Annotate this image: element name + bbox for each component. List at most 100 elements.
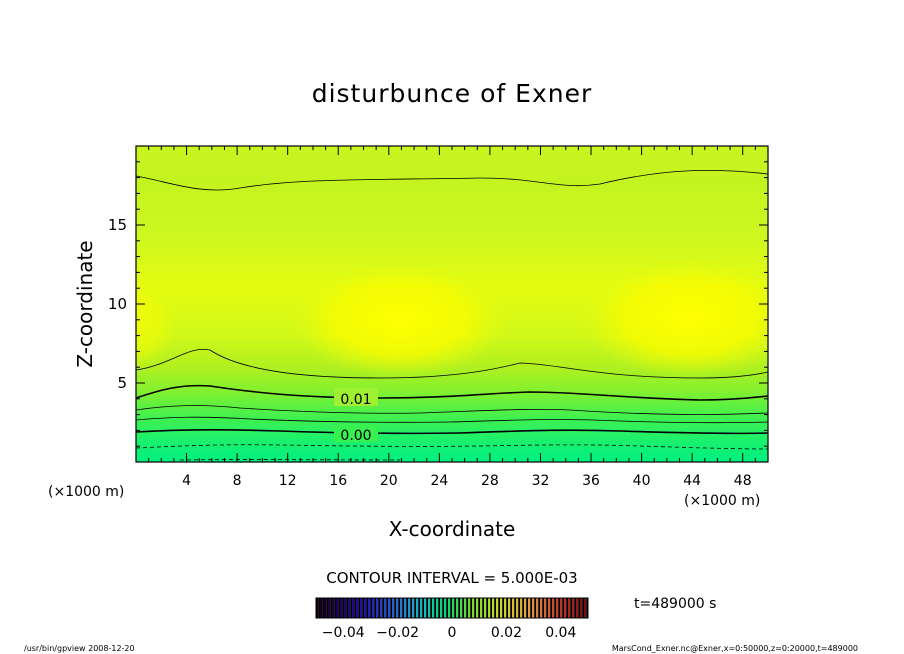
field-maximum-right: [580, 258, 768, 378]
contour-line-upper: [136, 169, 768, 191]
y-axis-label: Z-coordinate: [73, 240, 97, 367]
colorbar-segment: [348, 598, 351, 618]
colorbar-segment: [556, 598, 559, 618]
colorbar-segment: [584, 598, 587, 618]
colorbar-segment: [416, 598, 419, 618]
colorbar-gap: [418, 598, 420, 618]
colorbar-tick-label: 0: [448, 625, 457, 641]
colorbar-segment: [332, 598, 335, 618]
colorbar-gap: [458, 598, 460, 618]
colorbar-gap: [542, 598, 544, 618]
colorbar-segment: [432, 598, 435, 618]
contour-label-bg-1: [334, 388, 378, 406]
colorbar-gap: [322, 598, 324, 618]
colorbar-gap: [554, 598, 556, 618]
colorbar-gap: [574, 598, 576, 618]
colorbar-segment: [388, 598, 391, 618]
colorbar-gap: [434, 598, 436, 618]
colorbar-gap: [406, 598, 408, 618]
colorbar-segment: [576, 598, 579, 618]
field-maximum-left: [290, 262, 510, 378]
colorbar-segment: [316, 598, 319, 618]
colorbar-gap: [442, 598, 444, 618]
colorbar-gap: [430, 598, 432, 618]
colorbar-segment: [352, 598, 355, 618]
contour-line-0.01: [136, 405, 768, 415]
colorbar-segment: [508, 598, 511, 618]
colorbar-gap: [370, 598, 372, 618]
colorbar-gap: [526, 598, 528, 618]
colorbar-segment: [560, 598, 563, 618]
colorbar-gap: [446, 598, 448, 618]
y-tick-label: 5: [117, 374, 127, 392]
colorbar-segment: [372, 598, 375, 618]
colorbar-gap: [558, 598, 560, 618]
chart-title: disturbunce of Exner: [312, 79, 593, 108]
colorbar-gap: [386, 598, 388, 618]
colorbar-segment: [396, 598, 399, 618]
colorbar-gap: [506, 598, 508, 618]
footer-right: MarsCond_Exner.nc@Exner,x=0:50000,z=0:20…: [612, 644, 858, 653]
colorbar-segment: [512, 598, 515, 618]
colorbar-gap: [518, 598, 520, 618]
colorbar-gap: [422, 598, 424, 618]
colorbar-gap: [582, 598, 584, 618]
x-tick-label: 32: [532, 473, 550, 489]
colorbar-segment: [496, 598, 499, 618]
colorbar-gap: [382, 598, 384, 618]
colorbar-gap: [366, 598, 368, 618]
colorbar-segment: [464, 598, 467, 618]
colorbar-gap: [462, 598, 464, 618]
colorbar-gap: [350, 598, 352, 618]
colorbar-gap: [454, 598, 456, 618]
x-tick-label: 24: [430, 473, 448, 489]
colorbar-segment: [448, 598, 451, 618]
colorbar-gap: [394, 598, 396, 618]
colorbar-gap: [498, 598, 500, 618]
colorbar-gap: [354, 598, 356, 618]
contour-interval-label: CONTOUR INTERVAL = 5.000E-03: [326, 569, 577, 587]
x-tick-label: 20: [380, 473, 398, 489]
colorbar-gap: [478, 598, 480, 618]
colorbar-segment: [572, 598, 575, 618]
colorbar-segment: [404, 598, 407, 618]
colorbar-segment: [420, 598, 423, 618]
colorbar-gap: [438, 598, 440, 618]
colorbar-segment: [536, 598, 539, 618]
colorbar-segment: [328, 598, 331, 618]
contour-line-zero: [136, 429, 768, 435]
colorbar-gap: [566, 598, 568, 618]
colorbar-segment: [376, 598, 379, 618]
contour-line-0.005: [136, 416, 768, 424]
colorbar-gap: [450, 598, 452, 618]
x-tick-label: 16: [329, 473, 347, 489]
colorbar-segment: [360, 598, 363, 618]
colorbar-tick-label: 0.04: [545, 625, 576, 641]
time-label: t=489000 s: [634, 596, 716, 612]
x-axis-label: X-coordinate: [389, 517, 516, 541]
colorbar-segment: [524, 598, 527, 618]
colorbar-gap: [562, 598, 564, 618]
y-axis-ticks: 5 10 15: [108, 161, 768, 447]
x-tick-label: 12: [279, 473, 297, 489]
colorbar-segment: [520, 598, 523, 618]
colorbar-gap: [390, 598, 392, 618]
contour-label-0.00: 0.00: [340, 428, 371, 444]
colorbar-segment: [440, 598, 443, 618]
colorbar-segment: [544, 598, 547, 618]
colorbar-segment: [516, 598, 519, 618]
y-tick-label: 10: [108, 295, 127, 313]
x-tick-label: 40: [633, 473, 651, 489]
colorbar-gap: [522, 598, 524, 618]
colorbar-segment: [552, 598, 555, 618]
colorbar-segment: [472, 598, 475, 618]
colorbar-segment: [476, 598, 479, 618]
colorbar-segment: [532, 598, 535, 618]
colorbar-segment: [400, 598, 403, 618]
colorbar-segment: [528, 598, 531, 618]
field-maximum-edge: [136, 280, 176, 370]
colorbar-gap: [362, 598, 364, 618]
x-tick-label: 8: [233, 473, 242, 489]
colorbar-segment: [344, 598, 347, 618]
colorbar-segment: [540, 598, 543, 618]
